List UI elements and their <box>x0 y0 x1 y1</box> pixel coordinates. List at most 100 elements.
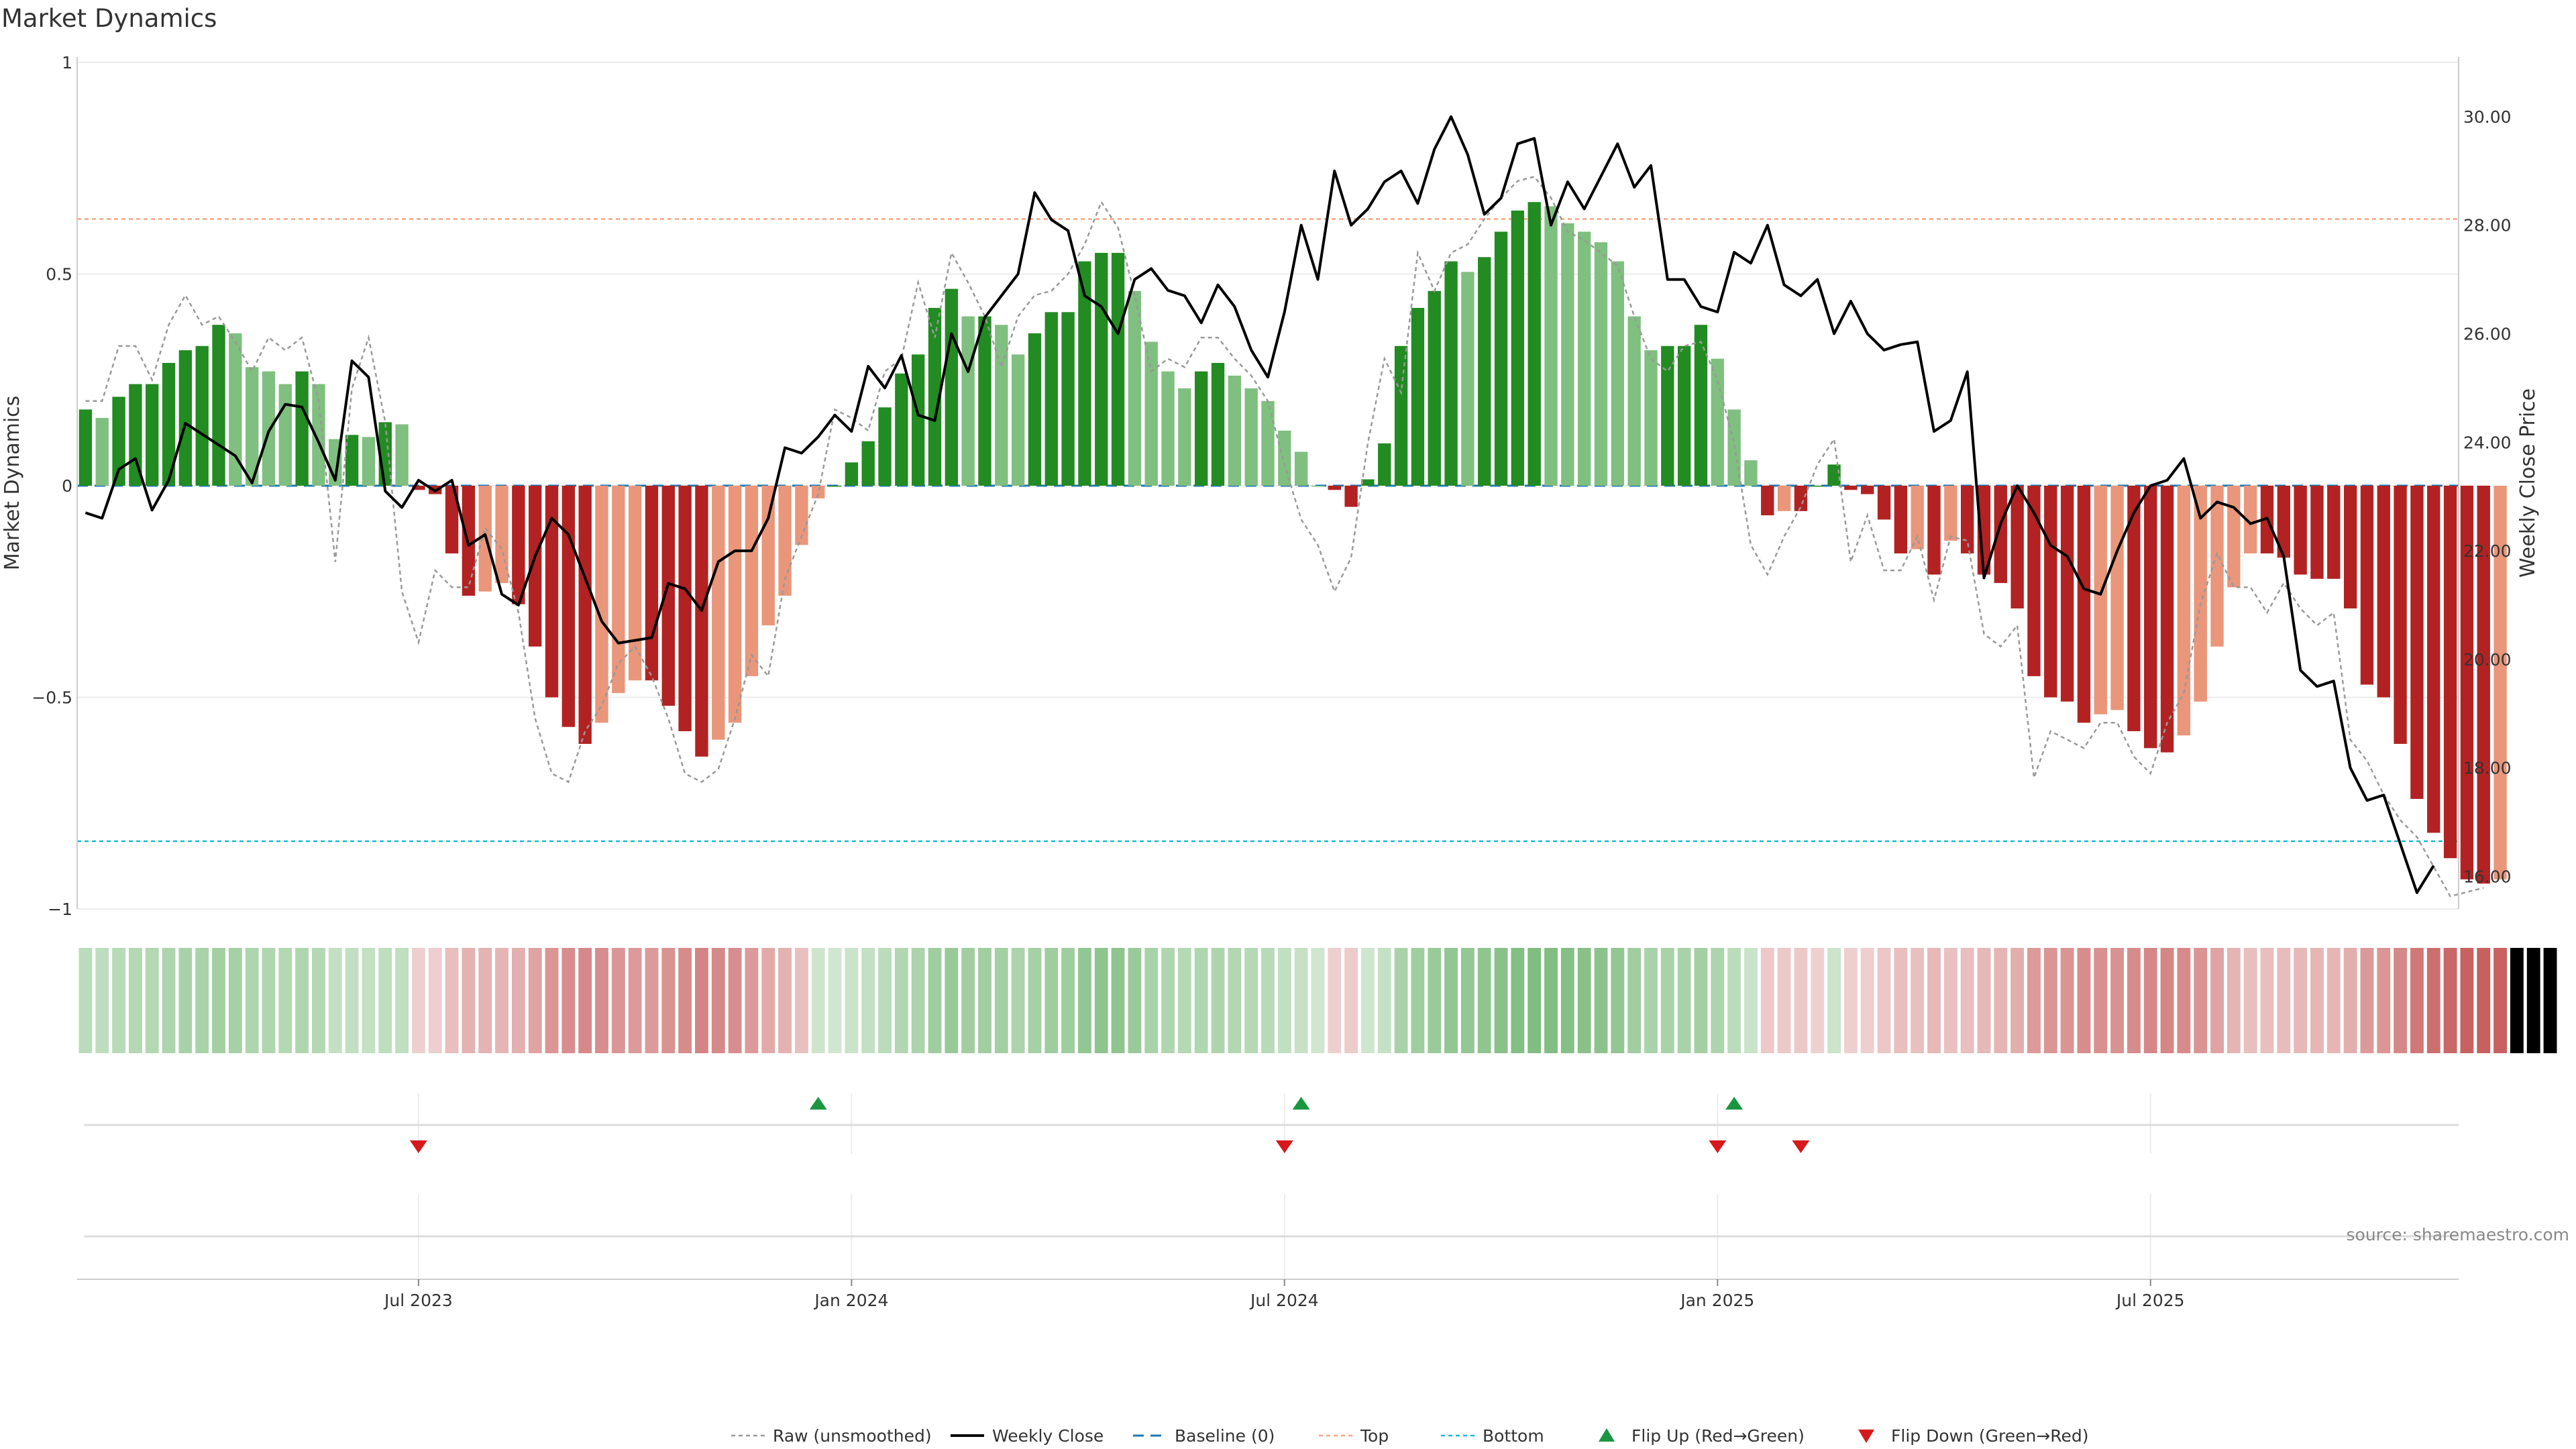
regime-cell <box>1111 948 1125 1053</box>
dynamics-bar <box>1394 345 1408 486</box>
dynamics-bar <box>1594 242 1608 486</box>
dynamics-bar <box>1894 486 1908 553</box>
regime-cell <box>478 948 492 1053</box>
regime-cell <box>2226 948 2241 1053</box>
dynamics-bar <box>1627 316 1641 486</box>
dynamics-bar <box>1078 261 1091 486</box>
regime-cell <box>1061 948 1075 1053</box>
dynamics-bar <box>2343 486 2357 608</box>
regime-cell <box>1794 948 1808 1053</box>
regime-cell <box>2027 948 2041 1053</box>
regime-cell <box>2526 948 2540 1053</box>
regime-cell <box>1177 948 1191 1053</box>
regime-cell <box>1744 948 1758 1053</box>
regime-cell <box>362 948 376 1053</box>
dynamics-bar <box>395 424 409 486</box>
dynamics-bar <box>612 486 625 694</box>
regime-cell <box>2410 948 2424 1053</box>
legend-flip-up-symbol <box>1599 1428 1615 1442</box>
dynamics-bar <box>1428 290 1441 486</box>
regime-cell <box>1261 948 1275 1053</box>
regime-strip <box>78 948 2557 1053</box>
legend-item-flipup: Flip Up (Red→Green) <box>1599 1426 1805 1446</box>
regime-cell <box>1294 948 1308 1053</box>
dynamics-bar <box>2110 486 2124 710</box>
legend: Raw (unsmoothed) Weekly Close Baseline (0)… <box>731 1426 2089 1446</box>
regime-cell <box>1811 948 1825 1053</box>
flip-up-marker <box>809 1097 827 1110</box>
dynamics-bar <box>1544 206 1558 486</box>
dynamics-bar <box>1128 290 1142 486</box>
dynamics-bar <box>828 486 842 487</box>
dynamics-bar <box>1711 358 1724 486</box>
legend-item-bottom: Bottom <box>1441 1426 1544 1446</box>
dynamics-bar <box>1261 400 1275 486</box>
dynamics-bar <box>1561 223 1574 486</box>
right-tick-label: 22.00 <box>2463 541 2512 561</box>
regime-cell <box>595 948 608 1053</box>
legend-label: Top <box>1360 1426 1389 1446</box>
regime-cell <box>511 948 525 1053</box>
right-tick-label: 28.00 <box>2463 216 2512 235</box>
dynamics-bar <box>2044 486 2057 698</box>
dynamics-bar <box>1644 350 1658 486</box>
regime-cell <box>2543 948 2557 1053</box>
dynamics-bar <box>146 384 159 486</box>
dynamics-bar <box>2477 486 2490 884</box>
dynamics-bar <box>445 486 459 553</box>
regime-cell <box>811 948 825 1053</box>
dynamics-bar <box>1960 486 1974 553</box>
regime-cell <box>1211 948 1225 1053</box>
dynamics-bar <box>245 367 259 486</box>
dynamics-bars <box>78 202 2507 884</box>
dynamics-bar <box>2127 486 2141 731</box>
regime-cell <box>2477 948 2491 1053</box>
regime-cell <box>328 948 342 1053</box>
dynamics-bar <box>712 486 725 740</box>
regime-cell <box>1911 948 1925 1053</box>
dynamics-bar <box>1095 252 1108 486</box>
dynamics-bar <box>678 486 692 731</box>
regime-cell <box>978 948 991 1053</box>
regime-cell <box>2493 948 2507 1053</box>
regime-cell <box>2343 948 2357 1053</box>
dynamics-bar <box>1294 451 1308 486</box>
dynamics-bar <box>2294 486 2307 575</box>
legend-label: Flip Up (Red→Green) <box>1631 1426 1805 1446</box>
legend-item-flipdown: Flip Down (Green→Red) <box>1858 1426 2089 1446</box>
dynamics-bar <box>1744 460 1758 486</box>
dynamics-bar <box>1511 210 1525 486</box>
x-tick-label: Jan 2025 <box>1679 1291 1754 1310</box>
dynamics-bar <box>195 345 209 486</box>
dynamics-bar <box>845 462 859 486</box>
regime-cell <box>845 948 859 1053</box>
regime-cell <box>711 948 725 1053</box>
regime-cell <box>2377 948 2391 1053</box>
regime-cell <box>2110 948 2125 1053</box>
dynamics-bar <box>1827 464 1841 486</box>
dynamics-bar <box>2094 486 2107 714</box>
dynamics-bar <box>229 333 242 486</box>
regime-cell <box>2177 948 2191 1053</box>
dynamics-bar <box>945 288 959 486</box>
left-tick-label: 0 <box>62 476 72 496</box>
dynamics-bar <box>561 486 576 727</box>
flip-markers <box>84 1097 2459 1238</box>
regime-cell <box>545 948 559 1053</box>
dynamics-bar <box>278 384 292 486</box>
regime-cell <box>1494 948 1508 1053</box>
flip-down-marker <box>1709 1140 1727 1153</box>
dynamics-bar <box>1378 443 1391 486</box>
regime-cell <box>378 948 392 1053</box>
regime-cell <box>2426 948 2440 1053</box>
dynamics-bar <box>2177 486 2191 736</box>
dynamics-bar <box>1478 257 1491 486</box>
dynamics-bar <box>2310 486 2324 579</box>
dynamics-bar <box>1211 363 1225 486</box>
regime-cell <box>1560 948 1574 1053</box>
dynamics-bar <box>2327 486 2341 579</box>
regime-cell <box>911 948 925 1053</box>
dynamics-bar <box>745 486 759 676</box>
regime-cell <box>1444 948 1458 1053</box>
regime-cell <box>2143 948 2157 1053</box>
